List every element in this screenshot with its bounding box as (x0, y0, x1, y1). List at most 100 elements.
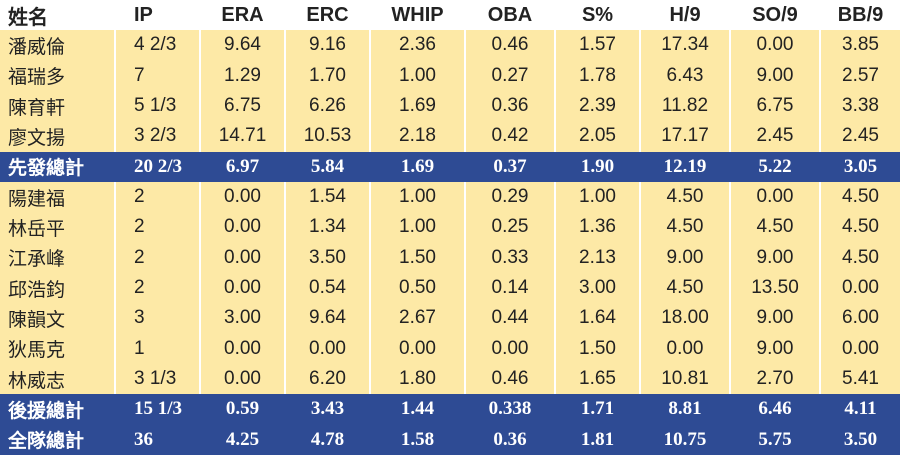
cell: 7 (114, 60, 200, 91)
cell: 2.36 (369, 30, 465, 61)
data-row: 陳韻文 3 3.00 9.64 2.67 0.44 1.64 18.00 9.00 6.00 (0, 303, 900, 334)
cell: 6.75 (729, 90, 820, 122)
cell: 3.00 (199, 303, 285, 334)
cell: 狄馬克 (0, 333, 115, 364)
cell: 1.90 (554, 151, 640, 182)
cell: BB/9 (819, 0, 900, 31)
cell: 6.26 (284, 90, 370, 122)
cell: 0.27 (464, 60, 555, 91)
cell: 陳育軒 (0, 90, 115, 122)
cell: 4.50 (819, 212, 900, 243)
cell: 8.81 (639, 394, 730, 425)
cell: 10.53 (284, 121, 370, 152)
cell: 林威志 (0, 363, 115, 395)
cell: 2 (114, 242, 200, 273)
cell: 0.36 (464, 90, 555, 122)
cell: 9.00 (639, 242, 730, 273)
cell: 5.22 (729, 151, 820, 182)
cell: 1 (114, 333, 200, 364)
cell: 6.43 (639, 60, 730, 91)
cell: 0.29 (464, 181, 555, 213)
cell: 2.13 (554, 242, 640, 273)
cell: 5.41 (819, 363, 900, 395)
cell: 2 (114, 272, 200, 304)
cell: 1.34 (284, 212, 370, 243)
cell: 3.43 (284, 394, 370, 425)
cell: 0.338 (464, 394, 555, 425)
cell: 1.70 (284, 60, 370, 91)
cell: 6.00 (819, 303, 900, 334)
data-row: 陳育軒 5 1/3 6.75 6.26 1.69 0.36 2.39 11.82 6.75 3.3… (0, 90, 900, 122)
cell: 0.00 (464, 333, 555, 364)
cell: 0.00 (369, 333, 465, 364)
cell: 3.85 (819, 30, 900, 61)
data-row: 福瑞多 7 1.29 1.70 1.00 0.27 1.78 6.43 9.00 2.57 (0, 60, 900, 91)
cell: 2.05 (554, 121, 640, 152)
cell: 6.20 (284, 363, 370, 395)
cell: 0.25 (464, 212, 555, 243)
cell: 0.00 (199, 333, 285, 364)
cell: 1.57 (554, 30, 640, 61)
cell: 2.45 (729, 121, 820, 152)
cell: 1.00 (554, 181, 640, 213)
cell: 9.00 (729, 60, 820, 91)
cell: 4 2/3 (114, 30, 200, 61)
cell: 江承峰 (0, 242, 115, 273)
cell: 1.64 (554, 303, 640, 334)
cell: 14.71 (199, 121, 285, 152)
cell: 3 1/3 (114, 363, 200, 395)
cell: SO/9 (729, 0, 820, 31)
cell: 0.00 (199, 272, 285, 304)
cell: 4.11 (819, 394, 900, 425)
cell: 0.14 (464, 272, 555, 304)
data-row: 狄馬克 1 0.00 0.00 0.00 0.00 1.50 0.00 9.00 0.00 (0, 333, 900, 364)
cell: 0.00 (819, 333, 900, 364)
data-row: 廖文揚 3 2/3 14.71 10.53 2.18 0.42 2.05 17.17 2.45 2… (0, 121, 900, 152)
cell: 0.00 (199, 181, 285, 213)
total-row: 先發總計 20 2/3 6.97 5.84 1.69 0.37 1.90 12.19 5.22 3… (0, 151, 900, 182)
cell: 2.57 (819, 60, 900, 91)
cell: 9.64 (199, 30, 285, 61)
cell: 0.46 (464, 30, 555, 61)
cell: 福瑞多 (0, 60, 115, 91)
cell: ERC (284, 0, 370, 31)
cell: 0.54 (284, 272, 370, 304)
cell: 3.50 (284, 242, 370, 273)
cell: 2.67 (369, 303, 465, 334)
cell: S% (554, 0, 640, 31)
cell: 2.18 (369, 121, 465, 152)
cell: 5.84 (284, 151, 370, 182)
cell: 先發總計 (0, 151, 115, 182)
cell: 廖文揚 (0, 121, 115, 152)
cell: 全隊總計 (0, 424, 115, 455)
cell: 4.50 (819, 242, 900, 273)
cell: 1.65 (554, 363, 640, 395)
cell: 3.38 (819, 90, 900, 122)
cell: 陳韻文 (0, 303, 115, 334)
cell: 9.00 (729, 303, 820, 334)
cell: 12.19 (639, 151, 730, 182)
cell: 1.00 (369, 181, 465, 213)
data-row: 江承峰 2 0.00 3.50 1.50 0.33 2.13 9.00 9.00 4.50 (0, 242, 900, 273)
cell: 5.75 (729, 424, 820, 455)
cell: 1.44 (369, 394, 465, 425)
cell: 林岳平 (0, 212, 115, 243)
cell: 0.37 (464, 151, 555, 182)
cell: 1.50 (554, 333, 640, 364)
cell: 1.36 (554, 212, 640, 243)
cell: 11.82 (639, 90, 730, 122)
cell: 2.39 (554, 90, 640, 122)
cell: 1.81 (554, 424, 640, 455)
cell: 3.05 (819, 151, 900, 182)
cell: 9.64 (284, 303, 370, 334)
header-row: 姓名 IP ERA ERC WHIP OBA S% H/9 SO/9 BB/9 (0, 0, 900, 31)
cell: 9.00 (729, 333, 820, 364)
cell: 6.97 (199, 151, 285, 182)
cell: 0.46 (464, 363, 555, 395)
cell: 1.69 (369, 151, 465, 182)
cell: 1.71 (554, 394, 640, 425)
team-total-row: 全隊總計 36 4.25 4.78 1.58 0.36 1.81 10.75 5.75 3.50 (0, 424, 900, 455)
cell: 1.29 (199, 60, 285, 91)
cell: 潘威倫 (0, 30, 115, 61)
